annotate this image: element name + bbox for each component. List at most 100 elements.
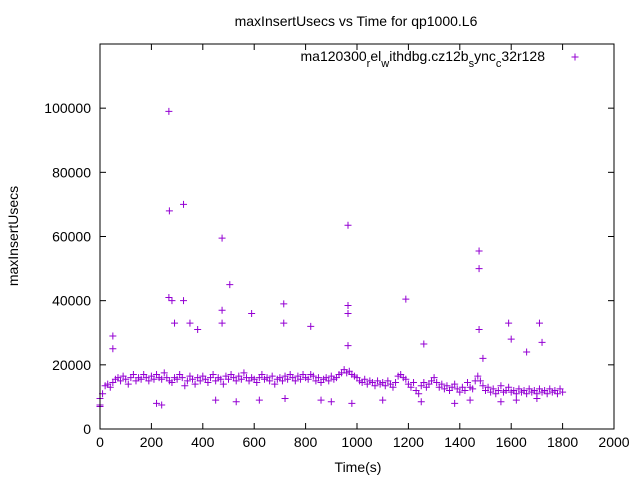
legend-label: ma120300relwithdbg.cz12bsyncc32r128 xyxy=(301,48,546,70)
data-point xyxy=(194,326,202,334)
data-point xyxy=(523,348,531,356)
data-point xyxy=(559,388,567,396)
data-point xyxy=(186,319,194,327)
data-point xyxy=(255,396,263,404)
legend: ma120300relwithdbg.cz12bsyncc32r128 xyxy=(301,48,579,70)
legend-subscript: r xyxy=(367,58,371,70)
y-tick-label: 80000 xyxy=(52,164,91,180)
x-tick-label: 400 xyxy=(191,434,215,450)
data-point xyxy=(475,265,483,273)
data-point xyxy=(535,319,543,327)
data-point xyxy=(218,319,226,327)
data-point xyxy=(415,390,423,398)
data-point xyxy=(475,326,483,334)
data-point xyxy=(420,378,428,386)
x-tick-label: 1600 xyxy=(496,434,527,450)
y-tick-label: 20000 xyxy=(52,357,91,373)
data-point xyxy=(379,396,387,404)
data-point xyxy=(479,382,487,390)
data-point xyxy=(533,395,541,403)
legend-subscript: c xyxy=(496,58,502,70)
data-points xyxy=(96,107,567,411)
data-point xyxy=(178,374,186,382)
data-point xyxy=(271,380,279,388)
data-point xyxy=(392,378,400,386)
data-point xyxy=(212,396,220,404)
data-point xyxy=(284,375,292,383)
y-axis-label: maxInsertUsecs xyxy=(5,186,21,286)
data-point xyxy=(171,319,179,327)
data-point xyxy=(304,375,312,383)
x-tick-label: 1800 xyxy=(547,434,578,450)
legend-subscript: w xyxy=(380,58,389,70)
data-point xyxy=(433,378,441,386)
data-point xyxy=(494,387,502,394)
data-point xyxy=(475,247,483,255)
data-point xyxy=(226,281,234,289)
data-point xyxy=(505,319,513,327)
data-point xyxy=(402,375,410,383)
data-point xyxy=(512,396,520,404)
data-point xyxy=(232,398,240,406)
data-point xyxy=(507,335,515,343)
data-point xyxy=(456,388,464,396)
data-point xyxy=(173,375,181,383)
data-point xyxy=(469,385,477,393)
data-point xyxy=(325,377,333,385)
legend-text-part: el xyxy=(370,48,381,64)
data-point xyxy=(371,382,379,390)
legend-subscript: s xyxy=(469,58,475,70)
data-point xyxy=(420,340,428,348)
data-point xyxy=(237,375,245,383)
data-point xyxy=(258,370,266,378)
data-point xyxy=(476,377,484,385)
data-point xyxy=(344,342,352,350)
data-point xyxy=(451,399,459,407)
y-tick-label: 40000 xyxy=(52,293,91,309)
y-tick-label: 100000 xyxy=(44,100,91,116)
data-point xyxy=(165,293,173,301)
data-point xyxy=(497,382,505,390)
data-point xyxy=(443,382,451,390)
data-point xyxy=(168,297,176,305)
data-point xyxy=(240,369,248,377)
data-point xyxy=(512,390,520,398)
data-point xyxy=(451,380,459,388)
data-point xyxy=(489,385,497,393)
data-point xyxy=(124,380,132,388)
data-point xyxy=(281,395,289,403)
data-point xyxy=(407,383,415,391)
data-point xyxy=(232,377,240,385)
data-point xyxy=(389,383,397,391)
data-point xyxy=(344,310,352,317)
x-tick-label: 200 xyxy=(140,434,164,450)
data-point xyxy=(218,234,226,242)
x-tick-label: 1200 xyxy=(393,434,424,450)
data-point xyxy=(165,107,173,115)
data-point xyxy=(181,382,189,390)
data-point xyxy=(106,383,114,391)
plot-border xyxy=(99,43,615,430)
x-tick-label: 0 xyxy=(96,434,104,450)
data-point xyxy=(109,345,117,353)
data-point xyxy=(189,375,197,383)
data-point xyxy=(280,300,288,308)
legend-text-part: ync xyxy=(474,48,496,64)
data-point xyxy=(248,310,256,317)
x-tick-label: 1000 xyxy=(341,434,372,450)
data-point xyxy=(278,377,286,385)
data-point xyxy=(484,383,492,391)
legend-marker-plus xyxy=(571,53,579,61)
data-point xyxy=(402,295,410,303)
data-point xyxy=(204,378,212,386)
data-point xyxy=(253,378,261,386)
chart-title: maxInsertUsecs vs Time for qp1000.L6 xyxy=(235,13,478,29)
data-point xyxy=(266,377,274,385)
data-point xyxy=(219,380,227,388)
data-point xyxy=(497,398,505,406)
data-point xyxy=(474,372,482,380)
x-tick-label: 800 xyxy=(294,434,318,450)
data-point xyxy=(217,375,225,383)
data-point xyxy=(307,322,315,330)
